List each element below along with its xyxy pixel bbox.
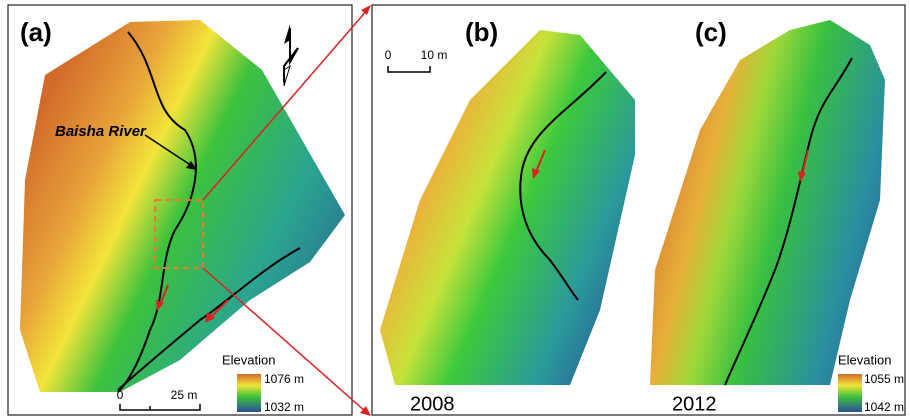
panel-label: (b) bbox=[465, 17, 498, 47]
legend-max: 1076 m bbox=[264, 372, 304, 386]
legend-bar bbox=[838, 374, 862, 412]
scale-end: 10 m bbox=[421, 48, 448, 62]
scale-start: 0 bbox=[385, 48, 392, 62]
zoom-line bbox=[203, 268, 366, 412]
legend-max: 1055 m bbox=[864, 372, 904, 386]
panel-label: (a) bbox=[20, 17, 52, 47]
legend-min: 1042 m bbox=[864, 400, 904, 414]
scale-bar bbox=[120, 404, 200, 410]
panel-label: (c) bbox=[695, 17, 727, 47]
elevation-map bbox=[20, 20, 345, 392]
scale-bar bbox=[388, 66, 430, 72]
legend-title: Elevation bbox=[222, 352, 275, 367]
north-arrow bbox=[284, 24, 298, 86]
year-label: 2008 bbox=[410, 393, 455, 415]
scale-end: 25 m bbox=[171, 388, 198, 402]
zoom-line-head bbox=[361, 5, 371, 15]
figure: (a) Baisha River Elevation 1076 m 1032 m… bbox=[0, 0, 910, 419]
scale-start: 0 bbox=[117, 388, 124, 402]
elevation-map bbox=[380, 30, 635, 385]
elevation-map bbox=[650, 20, 885, 385]
river-label: Baisha River bbox=[55, 123, 147, 140]
legend-bar bbox=[237, 374, 261, 412]
legend-title: Elevation bbox=[838, 352, 891, 367]
legend-min: 1032 m bbox=[264, 400, 304, 414]
year-label: 2012 bbox=[672, 393, 717, 415]
